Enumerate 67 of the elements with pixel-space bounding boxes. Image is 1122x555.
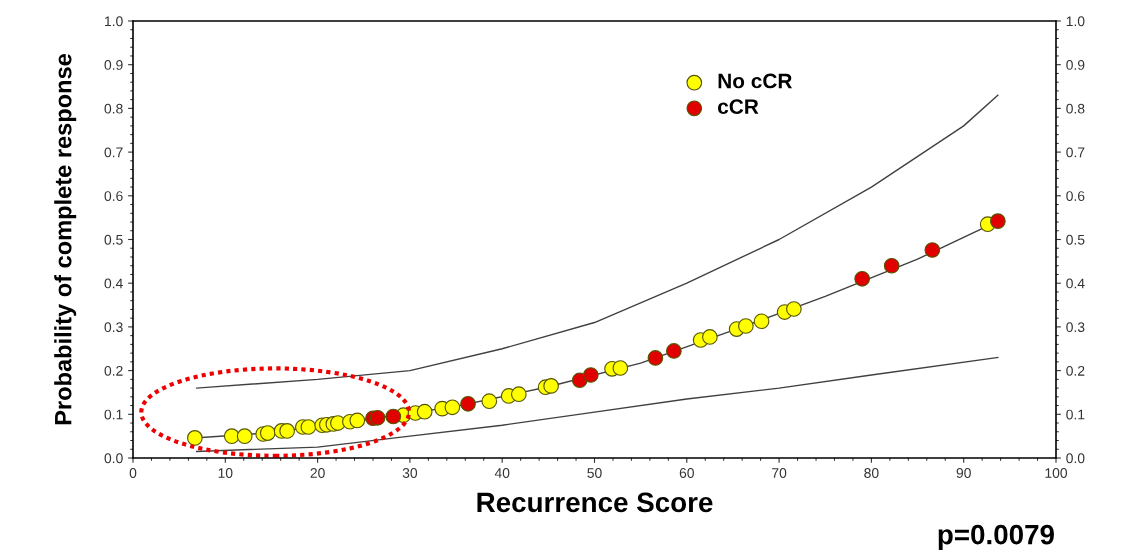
line-series xyxy=(195,356,999,453)
point xyxy=(543,378,559,394)
x-tick-label: 60 xyxy=(679,468,694,478)
line-series xyxy=(195,94,999,389)
point xyxy=(481,393,498,410)
y-axis-title: Probability of complete response xyxy=(54,53,77,425)
y-tick-label: 0.7 xyxy=(104,147,123,158)
point xyxy=(666,343,682,359)
x-tick-label: 10 xyxy=(218,468,233,478)
point xyxy=(259,425,276,441)
point xyxy=(444,399,461,416)
point xyxy=(738,318,754,334)
y-tick-label: 0.1 xyxy=(104,409,123,420)
point xyxy=(369,409,386,426)
y-tick-label: 0.9 xyxy=(104,60,123,70)
y2-tick-label: 0.0 xyxy=(1066,453,1085,464)
point xyxy=(279,423,295,439)
point xyxy=(647,350,664,366)
y2-tick-label: 0.1 xyxy=(1066,409,1085,420)
point xyxy=(786,301,802,317)
y2-tick-label: 0.6 xyxy=(1066,191,1085,201)
point xyxy=(854,270,871,287)
y-tick-label: 0.2 xyxy=(104,365,123,376)
point xyxy=(883,257,900,274)
x-axis-title: Recurrence Score xyxy=(477,492,713,513)
point xyxy=(510,386,527,403)
text: p=0.0079 xyxy=(938,524,1054,550)
point xyxy=(236,428,253,444)
x-tick-label: 80 xyxy=(864,468,879,478)
point xyxy=(612,360,629,376)
y2-tick-label: 0.5 xyxy=(1066,234,1085,245)
point xyxy=(990,213,1006,229)
y-tick-label: 0.0 xyxy=(104,453,123,464)
y-tick-label: 1.0 xyxy=(105,16,123,27)
y2-tick-label: 0.3 xyxy=(1066,322,1085,333)
point xyxy=(460,395,476,412)
point xyxy=(924,242,941,258)
y2-tick-label: 0.7 xyxy=(1066,147,1085,158)
point xyxy=(223,428,240,444)
point xyxy=(187,430,203,446)
y-tick-label: 0.8 xyxy=(104,103,123,114)
y2-tick-label: 1.0 xyxy=(1066,16,1085,27)
x-tick-label: 100 xyxy=(1045,468,1068,478)
y-tick-label: 0.5 xyxy=(104,234,123,245)
point xyxy=(385,408,402,425)
x-tick-label: 90 xyxy=(956,468,971,478)
x-tick-label: 40 xyxy=(494,468,510,478)
y-tick-label: 0.4 xyxy=(104,278,123,289)
y2-tick-label: 0.2 xyxy=(1066,365,1085,376)
x-tick-label: 30 xyxy=(402,468,418,478)
y-tick-label: 0.6 xyxy=(104,191,123,201)
point xyxy=(416,403,433,420)
x-tick-label: 50 xyxy=(587,468,602,478)
point xyxy=(300,419,317,435)
legend-label: No cCR xyxy=(718,73,793,89)
x-tick-label: 70 xyxy=(772,468,787,478)
x-tick-label: 0 xyxy=(129,468,137,478)
y2-tick-label: 0.9 xyxy=(1066,60,1085,70)
point xyxy=(702,329,718,345)
point xyxy=(349,412,366,429)
point xyxy=(753,313,770,330)
legend-label: cCR xyxy=(718,99,759,115)
y-tick-label: 0.3 xyxy=(104,322,123,333)
y2-tick-label: 0.8 xyxy=(1066,103,1085,114)
point xyxy=(582,367,599,383)
x-tick-label: 20 xyxy=(310,468,325,478)
y2-tick-label: 0.4 xyxy=(1066,278,1085,289)
